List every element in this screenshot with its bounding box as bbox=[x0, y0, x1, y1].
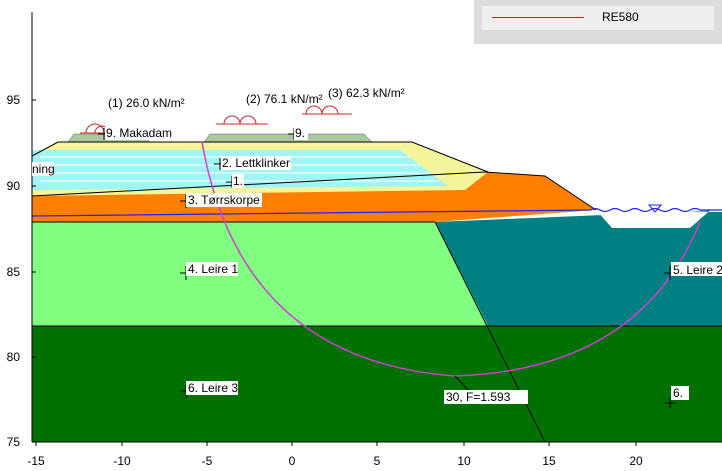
y-tick-90: 90 bbox=[7, 179, 21, 193]
slip-result-leader bbox=[454, 375, 471, 393]
label-makadam-2: 9. bbox=[295, 126, 305, 140]
makadam-right bbox=[203, 133, 373, 143]
load-symbol-3 bbox=[302, 105, 352, 115]
legend-swatch bbox=[492, 17, 584, 18]
y-tick-85: 85 bbox=[7, 265, 21, 279]
y-tick-75: 75 bbox=[7, 435, 21, 449]
slip-circle bbox=[201, 141, 701, 377]
load-symbol-2 bbox=[216, 115, 268, 125]
water-line bbox=[31, 207, 722, 217]
y-tick-80: 80 bbox=[7, 350, 21, 364]
x-tick-15: 15 bbox=[542, 454, 556, 468]
label-leire3: 6. Leire 3 bbox=[188, 381, 238, 395]
leire3-layer bbox=[32, 326, 722, 442]
legend-label: RE580 bbox=[602, 10, 639, 24]
slip-result-label: 30, F=1.593 bbox=[446, 390, 511, 404]
label-lettklinker: 2. Lettklinker bbox=[222, 156, 290, 170]
y-tick-95: 95 bbox=[7, 93, 21, 107]
load-label-3: (3) 62.3 kN/m² bbox=[328, 86, 405, 100]
ditch bbox=[596, 200, 722, 228]
label-leire2: 5. Leire 2 bbox=[673, 263, 722, 277]
load-label-2: (2) 76.1 kN/m² bbox=[246, 92, 323, 106]
water-level-icon bbox=[647, 204, 663, 213]
x-tick-neg5: -5 bbox=[202, 454, 213, 468]
x-tick-neg10: -10 bbox=[113, 454, 131, 468]
leire1-layer bbox=[32, 222, 488, 326]
load-label-1: (1) 26.0 kN/m² bbox=[108, 96, 185, 110]
axes bbox=[31, 12, 722, 446]
legend-entry: RE580 bbox=[482, 6, 714, 30]
legend: RE580 bbox=[474, 0, 722, 44]
x-tick-0: 0 bbox=[289, 454, 296, 468]
label-leire3-right: 6. bbox=[673, 386, 683, 400]
x-tick-neg15: -15 bbox=[27, 454, 45, 468]
x-tick-5: 5 bbox=[374, 454, 381, 468]
x-tick-20: 20 bbox=[629, 454, 643, 468]
layer-boundaries bbox=[31, 141, 722, 443]
label-makadam: 9. Makadam bbox=[106, 126, 172, 140]
label-left-clipped: ning bbox=[32, 162, 55, 176]
label-leire1: 4. Leire 1 bbox=[188, 262, 238, 276]
label-lettklinker-2: 1. bbox=[233, 174, 243, 188]
leire2-layer bbox=[435, 210, 722, 326]
x-tick-10: 10 bbox=[457, 454, 471, 468]
label-torrskorpe: 3. Tørrskorpe bbox=[188, 193, 260, 207]
